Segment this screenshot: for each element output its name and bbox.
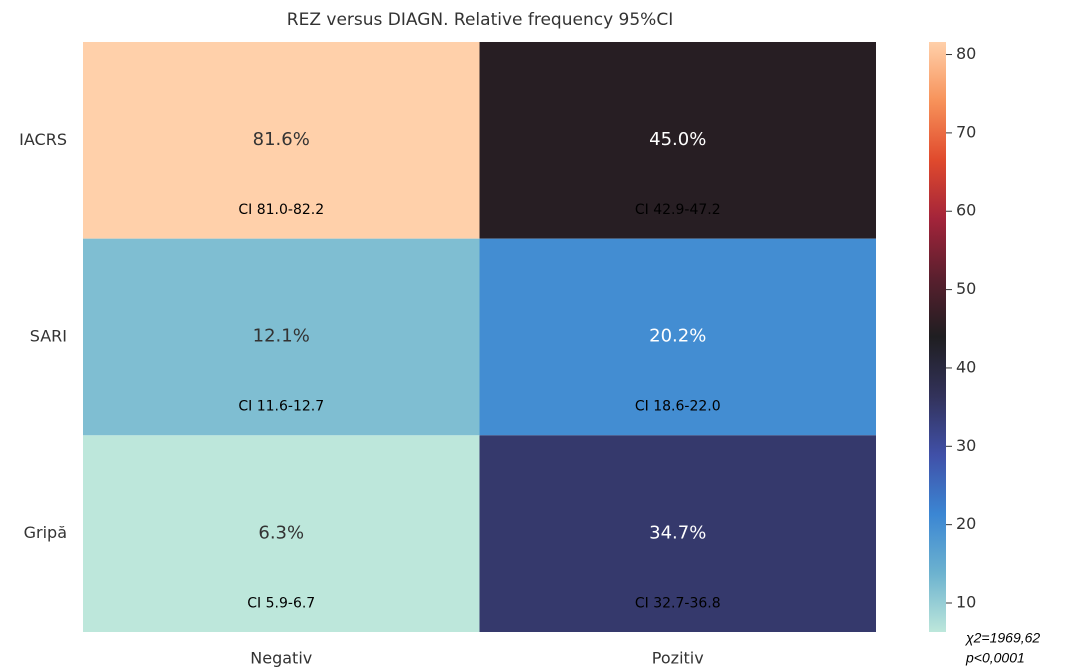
cell-annotation: CI 5.9-6.7	[247, 595, 315, 611]
stat-label: p<0,0001	[965, 650, 1025, 666]
heatmap-cell	[83, 435, 480, 632]
heatmap-cell	[479, 238, 876, 436]
cell-value-label: 81.6%	[253, 129, 310, 150]
row-label: IACRS	[19, 130, 67, 149]
heatmap-cell	[479, 42, 876, 239]
heatmap-cell	[83, 42, 480, 239]
column-label: Pozitiv	[652, 649, 704, 668]
heatmap-cell	[83, 238, 480, 436]
cell-annotation: CI 18.6-22.0	[635, 399, 721, 415]
cell-annotation: CI 11.6-12.7	[238, 399, 324, 415]
row-label: Gripă	[24, 523, 67, 542]
cell-annotation: CI 42.9-47.2	[635, 202, 721, 218]
chart-title: REZ versus DIAGN. Relative frequency 95%…	[287, 10, 673, 30]
cell-annotation: CI 32.7-36.8	[635, 595, 721, 611]
cell-value-label: 20.2%	[649, 326, 706, 347]
cell-value-label: 6.3%	[258, 522, 304, 543]
colorbar-tick-label: 50	[956, 279, 976, 298]
cell-annotation: CI 81.0-82.2	[238, 202, 324, 218]
column-label: Negativ	[250, 649, 312, 668]
cell-value-label: 12.1%	[253, 326, 310, 347]
colorbar-tick-label: 20	[956, 514, 976, 533]
colorbar	[929, 42, 946, 632]
cell-value-label: 34.7%	[649, 522, 706, 543]
colorbar-tick-label: 80	[956, 44, 976, 63]
colorbar-tick-label: 60	[956, 201, 976, 220]
heatmap-cell	[479, 435, 876, 632]
colorbar-tick-label: 70	[956, 122, 976, 141]
cell-value-label: 45.0%	[649, 129, 706, 150]
colorbar-tick-label: 30	[956, 436, 976, 455]
row-label: SARI	[30, 327, 67, 346]
colorbar-tick-label: 10	[956, 593, 976, 612]
colorbar-tick-label: 40	[956, 357, 976, 376]
stat-label: χ2=1969,62	[964, 630, 1040, 646]
